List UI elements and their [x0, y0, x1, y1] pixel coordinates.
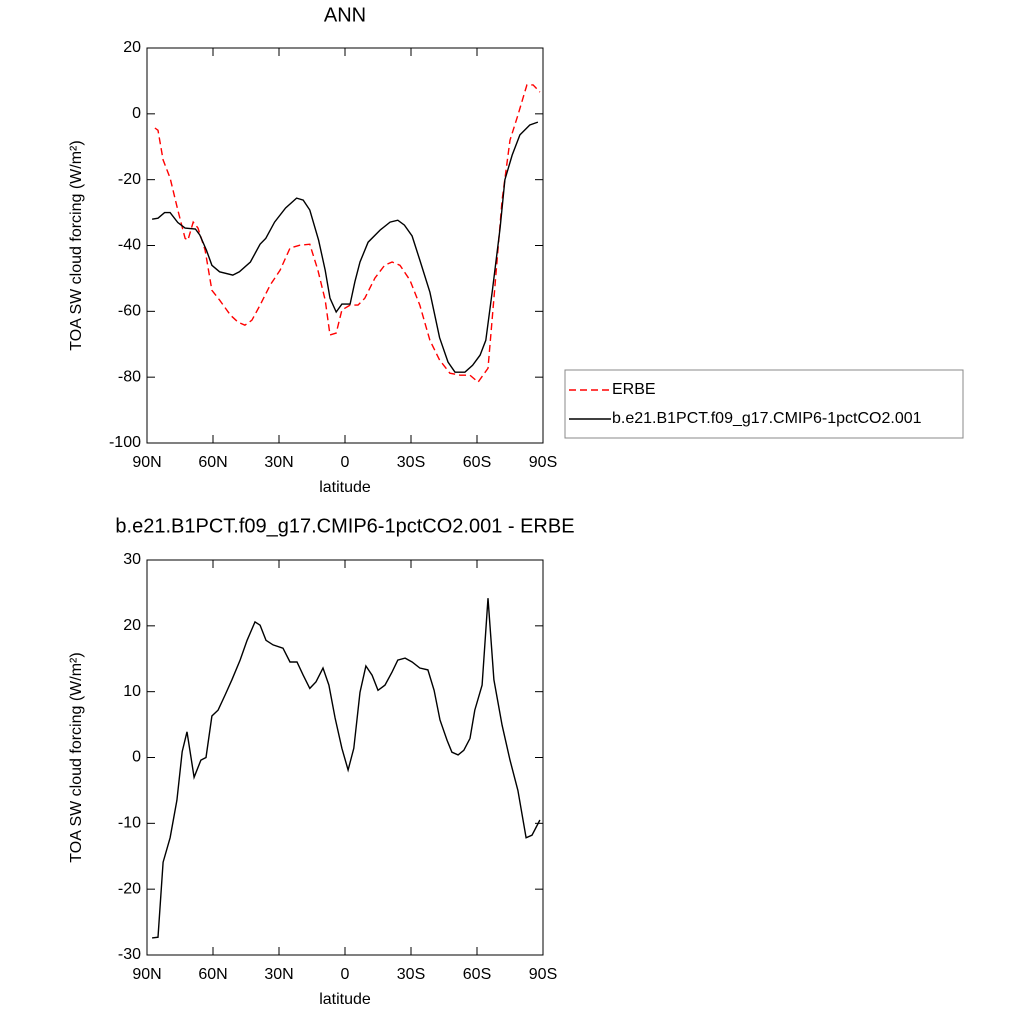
x-tick-label: 0	[341, 454, 350, 471]
x-tick-label: 60S	[463, 966, 491, 983]
y-tick-label: -60	[118, 303, 141, 320]
y-axis-label: TOA SW cloud forcing (W/m²)	[68, 652, 85, 862]
y-tick-label: -80	[118, 368, 141, 385]
legend-label: b.e21.B1PCT.f09_g17.CMIP6-1pctCO2.001	[612, 410, 922, 427]
data-line	[152, 598, 541, 939]
y-tick-label: 0	[132, 749, 141, 766]
y-tick-label: -30	[118, 946, 141, 963]
x-tick-label: 30S	[397, 966, 425, 983]
y-tick-label: -100	[109, 434, 141, 451]
y-tick-label: 20	[123, 617, 141, 634]
x-tick-label: 0	[341, 966, 350, 983]
y-tick-label: 20	[123, 39, 141, 56]
x-tick-label: 90N	[132, 966, 161, 983]
x-axis-label: latitude	[319, 479, 371, 496]
x-tick-label: 30N	[264, 966, 293, 983]
x-tick-label: 90S	[529, 966, 557, 983]
y-tick-label: 10	[123, 683, 141, 700]
y-tick-label: 30	[123, 551, 141, 568]
chart-title: ANN	[324, 4, 366, 26]
x-tick-label: 60N	[198, 454, 227, 471]
legend-label: ERBE	[612, 381, 656, 398]
x-tick-label: 90N	[132, 454, 161, 471]
plot-frame	[146, 47, 544, 444]
data-line	[151, 121, 539, 373]
y-axis-label: TOA SW cloud forcing (W/m²)	[68, 140, 85, 350]
chart-title: b.e21.B1PCT.f09_g17.CMIP6-1pctCO2.001 - …	[115, 515, 574, 537]
y-tick-label: 0	[132, 105, 141, 122]
x-axis-label: latitude	[319, 991, 371, 1008]
y-tick-label: -10	[118, 815, 141, 832]
legend: ERBE b.e21.B1PCT.f09_g17.CMIP6-1pctCO2.00…	[564, 369, 964, 439]
y-tick-label: -40	[118, 237, 141, 254]
x-tick-label: 90S	[529, 454, 557, 471]
x-tick-label: 60S	[463, 454, 491, 471]
y-tick-label: -20	[118, 171, 141, 188]
data-line	[154, 84, 541, 384]
x-tick-label: 60N	[198, 966, 227, 983]
y-tick-label: -20	[118, 880, 141, 897]
x-tick-label: 30S	[397, 454, 425, 471]
legend-box	[564, 369, 964, 439]
x-tick-label: 30N	[264, 454, 293, 471]
